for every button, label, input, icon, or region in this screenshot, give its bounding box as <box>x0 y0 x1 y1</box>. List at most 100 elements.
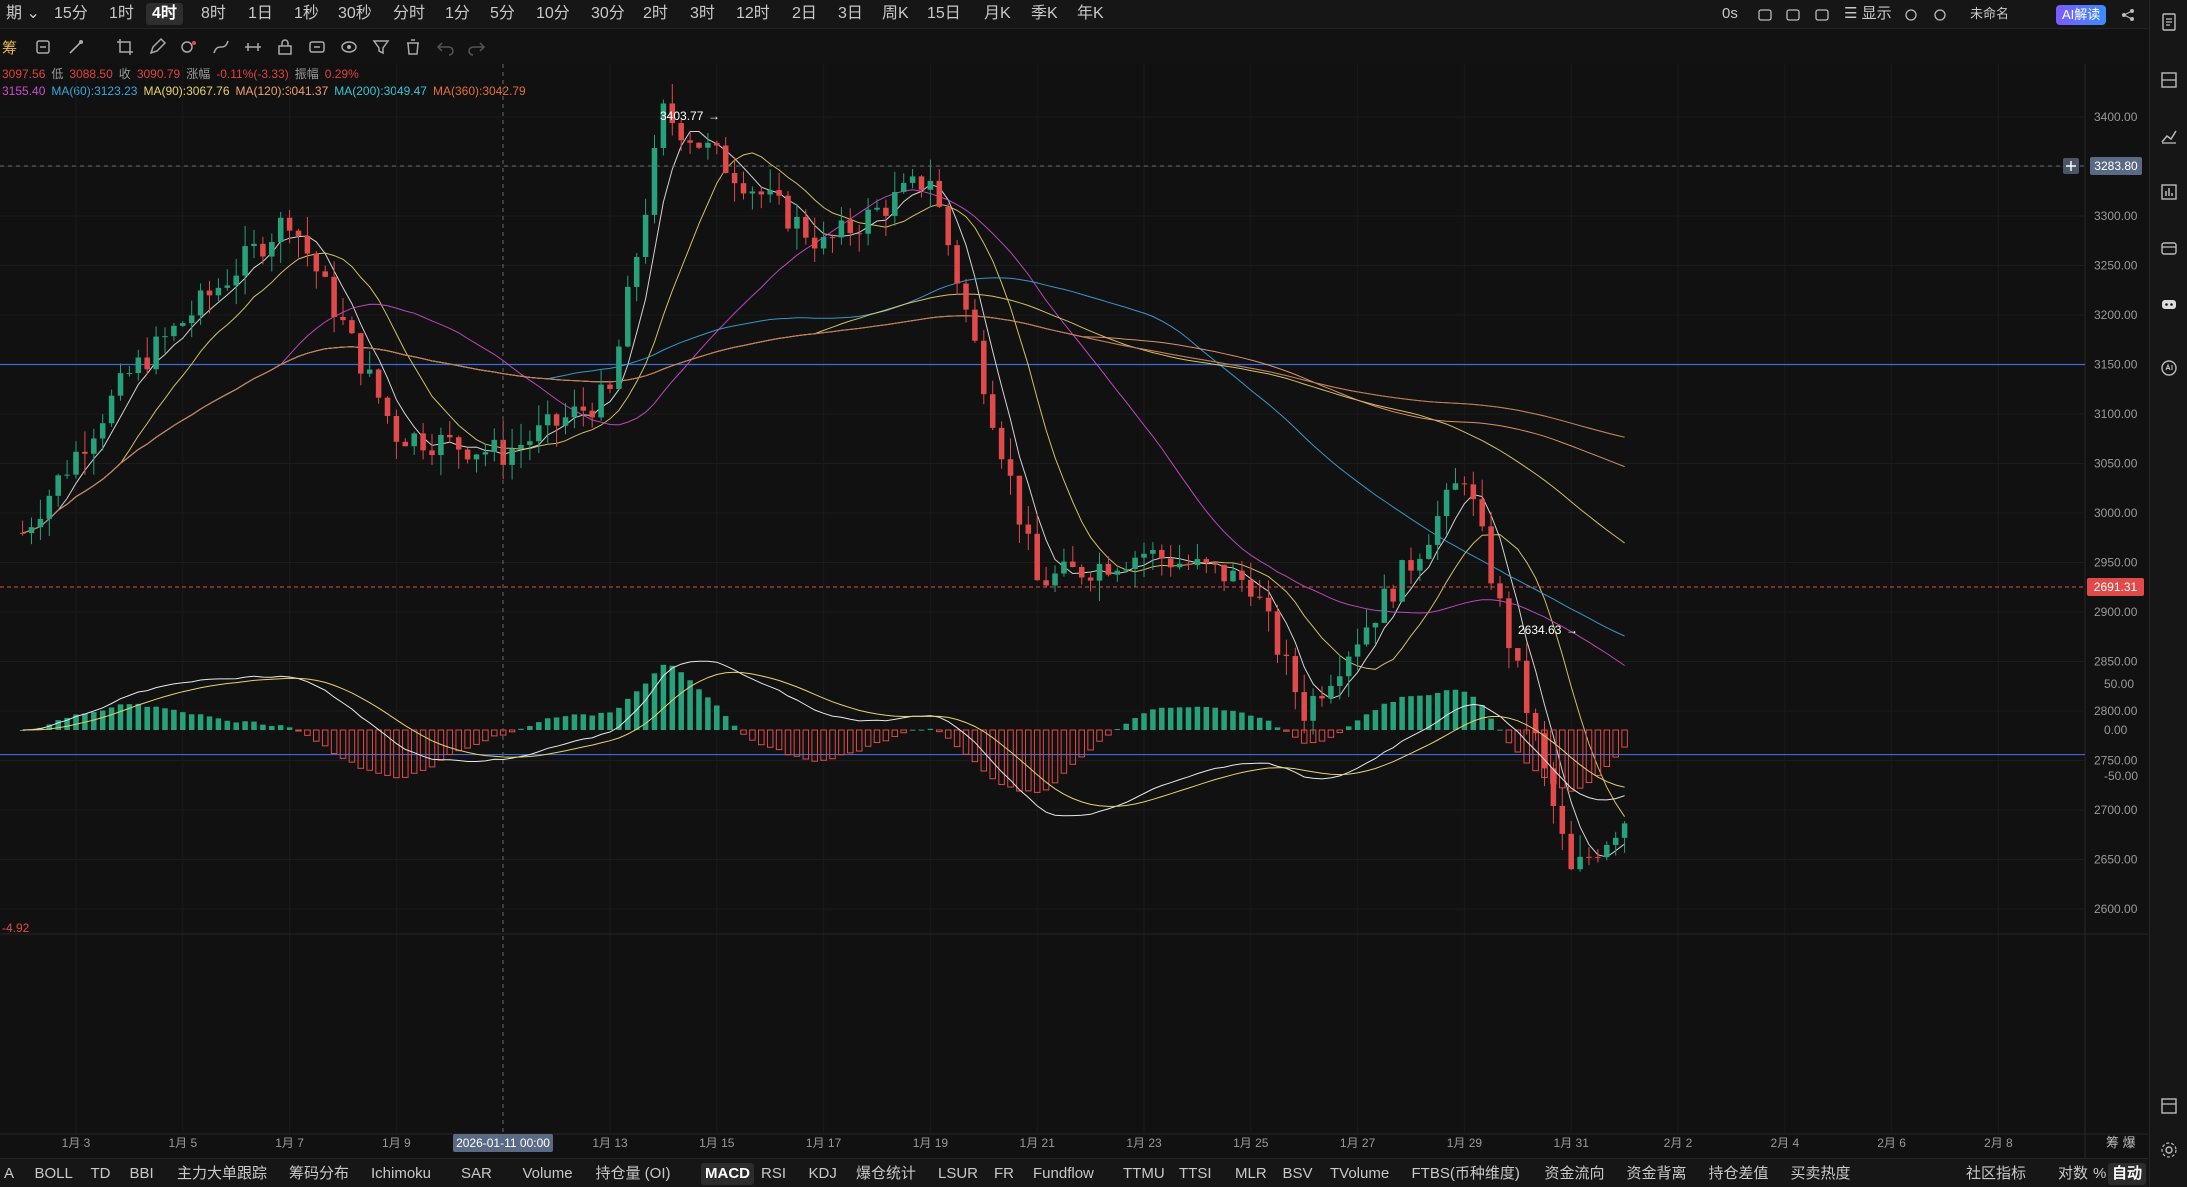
indicator-tab[interactable]: BOLL <box>34 1165 73 1182</box>
display-menu[interactable]: ☰ 显示 <box>1844 5 1892 22</box>
indicator-tab[interactable]: A <box>4 1165 15 1182</box>
indicator-tab[interactable]: BSV <box>1282 1165 1313 1182</box>
layout-name-dropdown[interactable]: 未命名 <box>1970 6 2010 21</box>
chat-icon[interactable] <box>1814 7 1830 23</box>
pencil-icon[interactable] <box>146 36 168 58</box>
legend-item: 3097.56 <box>2 67 46 81</box>
indicator-tab[interactable]: BBI <box>129 1165 154 1182</box>
gear-icon[interactable] <box>1903 7 1919 23</box>
indicator-tab[interactable]: 持仓量 (OI) <box>595 1165 671 1182</box>
document-icon[interactable] <box>2159 12 2179 32</box>
indicator-tab[interactable]: FR <box>994 1165 1014 1182</box>
timeframe-tab[interactable]: 30秒 <box>338 5 372 22</box>
indicator-tab[interactable]: 买卖热度 <box>1790 1165 1851 1182</box>
indicator-tab[interactable]: 资金背离 <box>1626 1165 1687 1182</box>
indicator-tab[interactable]: RSI <box>761 1165 787 1182</box>
crop-icon[interactable] <box>114 36 136 58</box>
indicator-tab[interactable]: MLR <box>1235 1165 1267 1182</box>
candle <box>847 208 854 246</box>
timeframe-tab[interactable]: 15分 <box>54 5 88 22</box>
sync-icon[interactable] <box>32 36 54 58</box>
brush-icon[interactable] <box>65 36 87 58</box>
filter-icon[interactable] <box>370 36 392 58</box>
candle <box>687 131 693 154</box>
timeframe-tab[interactable]: 年K <box>1077 5 1104 22</box>
indicator-tab[interactable]: MACD <box>701 1163 754 1185</box>
indicator-tab[interactable]: 持仓差值 <box>1708 1165 1769 1182</box>
edit-icon[interactable] <box>1785 7 1801 23</box>
percent-scale-toggle[interactable]: % <box>2093 1165 2107 1182</box>
timeframe-tab[interactable]: 周K <box>882 5 909 22</box>
log-scale-toggle[interactable]: 对数 <box>2058 1165 2089 1182</box>
timeframe-tab[interactable]: 10分 <box>536 5 570 22</box>
timeframe-tab[interactable]: 3日 <box>838 5 863 22</box>
eye-icon[interactable] <box>338 36 360 58</box>
path-icon[interactable] <box>210 36 232 58</box>
indicator-tab[interactable]: 筹码分布 <box>289 1165 350 1182</box>
candle <box>180 321 186 327</box>
auto-scale-toggle[interactable]: 自动 <box>2108 1163 2147 1185</box>
timeframe-tab[interactable]: 2日 <box>792 5 817 22</box>
macd-histogram-bar <box>802 729 810 760</box>
timeframe-tab[interactable]: 12时 <box>736 5 770 22</box>
timeframe-tab[interactable]: 8时 <box>201 5 226 22</box>
indicator-tab[interactable]: TD <box>90 1165 111 1182</box>
magnet-icon[interactable] <box>306 36 328 58</box>
timeframe-tab[interactable]: 4时 <box>146 3 183 25</box>
settings-icon[interactable] <box>2159 1140 2179 1160</box>
timeframe-tab[interactable]: 3时 <box>690 5 715 22</box>
corner-toggles[interactable]: 筹 爆 <box>2106 1135 2136 1150</box>
community-indicator-button[interactable]: 社区指标 <box>1966 1165 2027 1182</box>
bar-chart-icon[interactable] <box>2159 182 2179 202</box>
indicator-tab[interactable]: TTMU <box>1123 1165 1165 1182</box>
share-icon[interactable] <box>2120 7 2136 23</box>
orderbook-icon[interactable] <box>2159 70 2179 90</box>
timeframe-tab[interactable]: 30分 <box>591 5 625 22</box>
trash-icon[interactable] <box>402 36 424 58</box>
macd-histogram-bar <box>891 729 899 738</box>
macd-histogram-bar <box>1203 707 1210 730</box>
indicator-tab[interactable]: Fundflow <box>1033 1165 1094 1182</box>
ai-analysis-button[interactable]: AI解读 <box>2056 5 2107 25</box>
wallet-icon[interactable] <box>2159 238 2179 258</box>
ai-icon[interactable] <box>2159 358 2179 378</box>
camera-icon[interactable] <box>1757 7 1773 23</box>
undo-icon[interactable] <box>434 36 456 58</box>
add-alert-icon[interactable] <box>2063 158 2079 174</box>
timeframe-tab[interactable]: 1秒 <box>294 5 319 22</box>
indicator-tab[interactable]: TTSI <box>1179 1165 1212 1182</box>
indicator-tab[interactable]: 资金流向 <box>1544 1165 1605 1182</box>
lock-icon[interactable] <box>274 36 296 58</box>
timeframe-tab[interactable]: 1日 <box>248 5 273 22</box>
indicator-tab[interactable]: 主力大单跟踪 <box>177 1165 268 1182</box>
timeframe-tab[interactable]: 分时 <box>393 5 426 22</box>
macd-histogram-bar <box>553 717 560 730</box>
indicator-tab[interactable]: FTBS(币种维度) <box>1411 1165 1520 1182</box>
timeframe-tab[interactable]: 季K <box>1031 5 1058 22</box>
price-chart[interactable]: 3400.003350.003300.003250.003200.003150.… <box>0 64 2148 1158</box>
timeframe-tab[interactable]: 15日 <box>927 5 961 22</box>
indicator-tab[interactable]: Volume <box>522 1165 573 1182</box>
timeframe-tab[interactable]: 5分 <box>490 5 515 22</box>
candle <box>927 159 934 208</box>
layout-icon[interactable] <box>2159 1096 2179 1116</box>
indicator-tab[interactable]: TVolume <box>1330 1165 1390 1182</box>
trend-icon[interactable] <box>2159 126 2179 146</box>
redo-icon[interactable] <box>466 36 488 58</box>
price-tick-label: 3150.00 <box>2094 358 2138 372</box>
indicator-tab[interactable]: SAR <box>461 1165 492 1182</box>
indicator-tab[interactable]: 爆仓统计 <box>856 1165 917 1182</box>
shapes-icon[interactable] <box>178 36 200 58</box>
robot-icon[interactable] <box>2159 294 2179 314</box>
chip-label[interactable]: 筹 <box>2 40 18 57</box>
timeframe-tab[interactable]: 2时 <box>643 5 668 22</box>
timeframe-tab[interactable]: 月K <box>984 5 1011 22</box>
measure-icon[interactable] <box>242 36 264 58</box>
timeframe-tab[interactable]: 1时 <box>109 5 134 22</box>
timeframe-tab[interactable]: 1分 <box>445 5 470 22</box>
indicator-tab[interactable]: LSUR <box>938 1165 979 1182</box>
indicator-tab[interactable]: KDJ <box>808 1165 837 1182</box>
expand-icon[interactable] <box>1932 7 1948 23</box>
timeframe-tab[interactable]: 期 ⌄ <box>6 5 40 22</box>
indicator-tab[interactable]: Ichimoku <box>371 1165 432 1182</box>
